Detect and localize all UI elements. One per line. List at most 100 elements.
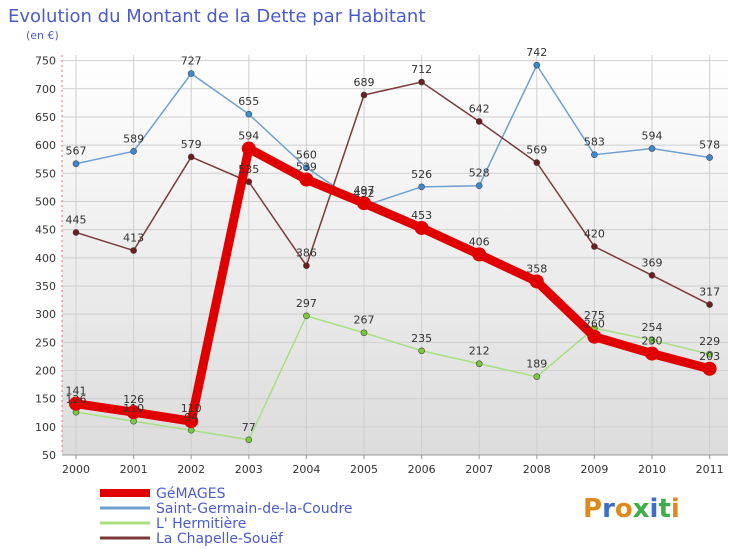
data-label: 406 — [469, 235, 490, 248]
y-tick-label: 350 — [35, 280, 56, 293]
proxiti-logo-letter: i — [671, 494, 680, 524]
data-label: 742 — [526, 46, 547, 59]
series-point-1 — [648, 145, 656, 152]
data-label: 689 — [354, 76, 375, 89]
series-point-1 — [187, 70, 195, 77]
data-label: 386 — [296, 247, 317, 260]
proxiti-logo-letter: x — [633, 494, 650, 524]
series-point-0 — [184, 414, 199, 429]
data-label: 535 — [238, 163, 259, 176]
proxiti-logo-letter: o — [615, 494, 633, 524]
series-point-2 — [245, 436, 253, 444]
chart-subtitle: (en €) — [26, 29, 59, 42]
proxiti-logo: Proxiti — [583, 494, 680, 524]
x-tick-label: 2011 — [696, 463, 724, 476]
y-tick-label: 200 — [35, 364, 56, 377]
series-point-2 — [533, 373, 541, 380]
series-point-2 — [303, 312, 310, 320]
x-tick-label: 2003 — [235, 463, 263, 476]
x-tick-label: 2001 — [120, 463, 148, 476]
series-point-1 — [245, 110, 253, 118]
legend-label: La Chapelle-Souëf — [156, 531, 284, 547]
series-point-0 — [529, 274, 544, 289]
series-point-3 — [533, 159, 541, 166]
x-tick-label: 2005 — [350, 463, 378, 476]
data-label: 594 — [238, 130, 259, 143]
series-point-0 — [126, 405, 141, 420]
series-line-1 — [75, 63, 710, 207]
series-point-0 — [645, 346, 659, 361]
y-tick-label: 750 — [35, 55, 56, 68]
series-group — [69, 61, 717, 444]
grid — [62, 55, 728, 456]
series-point-1 — [130, 148, 137, 155]
data-label: 413 — [123, 231, 144, 244]
series-point-3 — [475, 118, 483, 125]
x-tick-label: 2002 — [177, 463, 205, 476]
series-point-1 — [418, 183, 425, 191]
series-point-2 — [418, 347, 425, 355]
data-label: 589 — [123, 132, 144, 145]
series-point-2 — [648, 336, 656, 344]
series-point-0 — [414, 220, 429, 235]
axes: 50 100 150 200 250 300 350 400 450 500 550 600 650 70… — [35, 55, 728, 476]
y-tick-label: 550 — [35, 167, 56, 180]
series-line-0 — [71, 144, 715, 426]
data-label: 369 — [642, 256, 663, 269]
y-tick-label: 300 — [35, 308, 56, 321]
x-tick-label: 2000 — [62, 463, 90, 476]
chart-title: Evolution du Montant de la Dette par Hab… — [8, 6, 425, 27]
data-label: 560 — [296, 149, 317, 162]
data-label: 579 — [181, 138, 202, 151]
data-label: 203 — [699, 350, 720, 363]
y-tick-label: 150 — [35, 393, 56, 406]
series-point-1 — [475, 182, 483, 190]
data-label: 267 — [354, 314, 375, 327]
y-tick-label: 50 — [42, 449, 56, 462]
data-label: 358 — [526, 262, 547, 275]
data-label: 492 — [354, 187, 375, 200]
x-tick-label: 2009 — [580, 463, 608, 476]
proxiti-logo-letter: t — [658, 494, 670, 524]
series-point-3 — [591, 243, 598, 250]
series-point-0 — [69, 396, 83, 411]
series-point-3 — [706, 301, 713, 308]
x-tick-label: 2007 — [465, 463, 493, 476]
series-point-3 — [72, 229, 80, 236]
series-line-2 — [75, 314, 710, 441]
y-tick-label: 250 — [35, 336, 56, 349]
series-point-3 — [130, 247, 137, 254]
data-label: 260 — [584, 318, 605, 331]
series-point-0 — [472, 247, 487, 262]
data-label: 497 — [354, 184, 375, 197]
data-label: 317 — [699, 286, 720, 299]
data-label: 655 — [238, 95, 259, 108]
data-label: 230 — [642, 335, 663, 348]
series-point-0 — [241, 141, 256, 156]
plot-background — [62, 55, 728, 455]
data-label: 420 — [584, 228, 605, 241]
series-point-3 — [303, 262, 310, 270]
series-point-0 — [587, 329, 602, 344]
data-label: 110 — [181, 402, 202, 415]
legend-label: L' Hermitière — [156, 516, 246, 532]
data-label: 275 — [584, 309, 605, 322]
x-tick-label: 2006 — [408, 463, 436, 476]
series-point-1 — [591, 151, 598, 159]
data-label: 539 — [296, 161, 317, 174]
x-tick-label: 2004 — [292, 463, 320, 476]
y-tick-label: 650 — [35, 111, 56, 124]
data-label: 453 — [411, 209, 432, 222]
series-line-3 — [75, 81, 710, 306]
x-tick-label: 2010 — [638, 463, 666, 476]
data-label: 445 — [66, 213, 87, 226]
data-label: 77 — [242, 421, 256, 434]
series-point-2 — [475, 360, 483, 368]
data-label: 235 — [411, 332, 432, 345]
proxiti-logo-letter: P — [583, 494, 602, 524]
series-point-3 — [360, 91, 368, 99]
